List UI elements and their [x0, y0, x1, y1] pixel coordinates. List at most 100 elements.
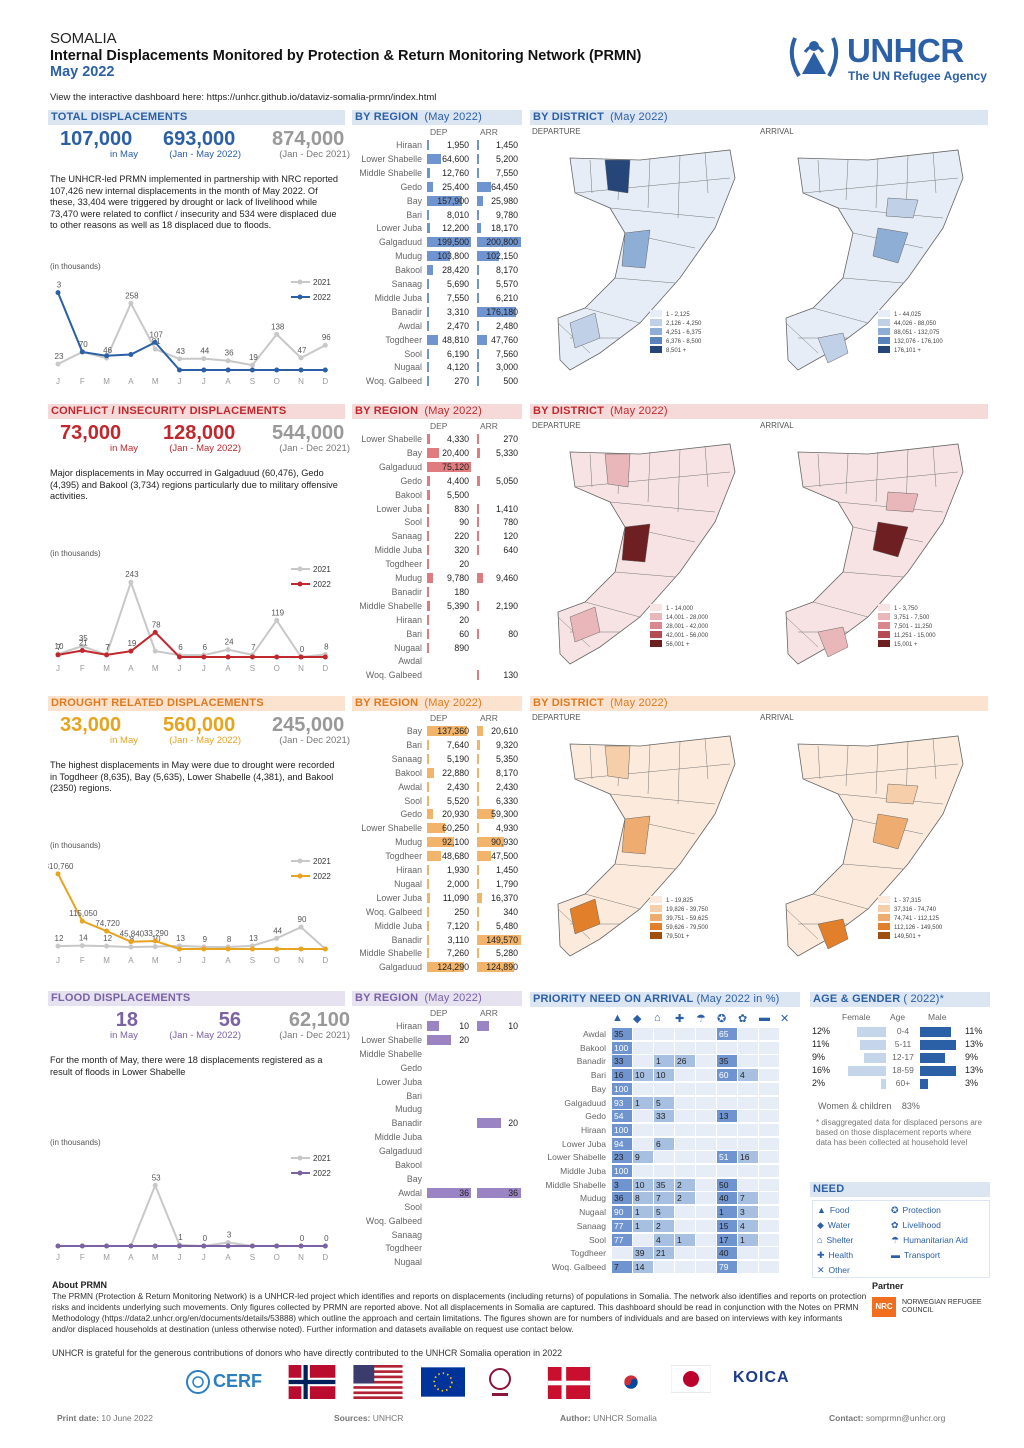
- dep-bar: [427, 348, 429, 359]
- male-label: Male: [928, 1012, 947, 1022]
- table-row: Bay 100: [530, 1082, 800, 1095]
- legend-label: 56,001 +: [666, 642, 690, 648]
- legend-2021: 2021: [313, 278, 331, 287]
- priority-cell: [759, 1247, 779, 1260]
- table-row: Woq. Galbeed 130: [352, 669, 522, 681]
- table-row: Awdal: [352, 655, 522, 667]
- priority-cell: 4: [738, 1219, 758, 1232]
- table-row: Togdheer 48,680 47,500: [352, 850, 522, 862]
- series-2021-point: [225, 1240, 231, 1246]
- month-tick: A: [128, 664, 134, 673]
- arr-value: 2,190: [495, 600, 518, 611]
- region-name: Sool: [404, 1201, 422, 1212]
- dep-value: 199,500: [437, 237, 469, 248]
- humanitarian-aid-icon: ☂: [891, 1235, 900, 1245]
- district-highlight: [872, 521, 909, 558]
- priority-cell: [696, 1178, 716, 1191]
- priority-cell: 4: [738, 1069, 758, 1082]
- region-name: Woq. Galbeed: [365, 906, 422, 917]
- month-tick: M: [103, 956, 110, 965]
- series-2021-label: 23: [55, 352, 64, 361]
- dep-column-title: DEP: [430, 421, 448, 431]
- priority-cell: [738, 1110, 758, 1123]
- legend-swatch: [878, 896, 890, 903]
- women-children: Women & children 83%: [818, 1101, 920, 1111]
- dep-value: 5,390: [446, 600, 469, 611]
- dep-value: 5,500: [446, 489, 469, 500]
- region-name: Banadir: [391, 306, 422, 317]
- priority-cell: [696, 1219, 716, 1232]
- table-row: Awdal 35 65: [530, 1028, 800, 1040]
- priority-cell: [738, 1082, 758, 1095]
- series-2021-label: 6: [178, 643, 183, 652]
- region-name: Lower Shabelle: [361, 1034, 422, 1045]
- priority-cell: [738, 1028, 758, 1040]
- series-2022-point: [104, 353, 110, 359]
- legend-label: 39,751 - 59,625: [666, 916, 709, 922]
- region-name: Middle Juba: [374, 920, 422, 931]
- region-name: Sool: [404, 348, 422, 359]
- arr-bar: [477, 376, 479, 387]
- priority-cell: 93: [612, 1096, 632, 1109]
- total-by-district-header: BY DISTRICT (May 2022): [530, 110, 988, 125]
- priority-cell: [675, 1069, 695, 1082]
- male-pct: 13%: [965, 1039, 984, 1049]
- arr-value: 2,480: [495, 320, 518, 331]
- series-2021-label: 8: [324, 643, 329, 652]
- arr-column-title: ARR: [480, 421, 498, 431]
- series-2021-label: 7: [251, 643, 256, 652]
- priority-cell: 2: [675, 1192, 695, 1205]
- male-bar: [920, 1066, 957, 1076]
- table-row: Middle Juba: [352, 1131, 522, 1143]
- month-tick: J: [178, 956, 182, 965]
- priority-cell: [696, 1247, 716, 1260]
- legend-swatch: [650, 337, 662, 344]
- series-2021-label: 53: [152, 1173, 161, 1182]
- legend-swatch: [878, 640, 890, 647]
- dep-bar: [427, 167, 430, 178]
- priority-cell: [696, 1233, 716, 1246]
- priority-cell: 36: [612, 1192, 632, 1205]
- legend-swatch: [650, 923, 662, 930]
- conflict-kpi-1: 128,000 (Jan - May 2022): [163, 422, 241, 454]
- region-name: Middle Juba: [374, 1132, 422, 1143]
- table-row: Bakool 22,880 8,170: [352, 767, 522, 779]
- arr-value: 124,890: [486, 962, 518, 973]
- series-2021-line: [57, 925, 326, 950]
- series-2021-label: 3: [227, 1231, 232, 1240]
- dep-value: 11,090: [442, 892, 469, 903]
- priority-cell: [717, 1082, 737, 1095]
- table-row: Banadir 180: [352, 586, 522, 598]
- priority-cell: 60: [717, 1069, 737, 1082]
- koica-logo: KOICA: [733, 1369, 790, 1386]
- dep-value: 5,690: [446, 279, 469, 289]
- dep-value: 75,120: [442, 461, 469, 472]
- dep-bar: [427, 447, 439, 458]
- month-tick: N: [298, 377, 304, 386]
- need-item-humanitarian-aid: ☂ Humanitarian Aid: [891, 1235, 968, 1245]
- priority-need-header: PRIORITY NEED ON ARRIVAL (May 2022 in %): [530, 992, 800, 1007]
- dep-value: 64,600: [442, 153, 469, 164]
- series-2022-point: [274, 946, 280, 952]
- total-arrival-label: ARRIVAL: [760, 127, 794, 136]
- dashboard-link[interactable]: View the interactive dashboard here: htt…: [50, 92, 437, 103]
- arr-value: 47,760: [491, 334, 518, 345]
- dep-bar: [427, 1021, 440, 1031]
- kpi-label: in May: [110, 735, 138, 746]
- total-departure-map: 1 - 2,125 2,126 - 4,250 4,251 - 6,375 6,376…: [557, 149, 736, 371]
- arr-bar: [477, 531, 479, 542]
- priority-cell: [717, 1041, 737, 1054]
- district-highlight: [817, 918, 849, 950]
- series-2021-line: [57, 579, 326, 659]
- series-2022-point: [274, 367, 280, 373]
- series-2022-line: [57, 873, 326, 950]
- region-name: Hiraan: [580, 1124, 606, 1135]
- priority-cell: [738, 1178, 758, 1191]
- legend-2022: 2022: [313, 293, 331, 302]
- drought-units-label: (in thousands): [50, 841, 101, 850]
- table-row: Nugaal 2,000 1,790: [352, 878, 522, 890]
- legend-swatch: [878, 604, 890, 611]
- region-name: Sool: [588, 1234, 606, 1245]
- dep-bar: [427, 531, 429, 542]
- arr-bar: [477, 306, 516, 317]
